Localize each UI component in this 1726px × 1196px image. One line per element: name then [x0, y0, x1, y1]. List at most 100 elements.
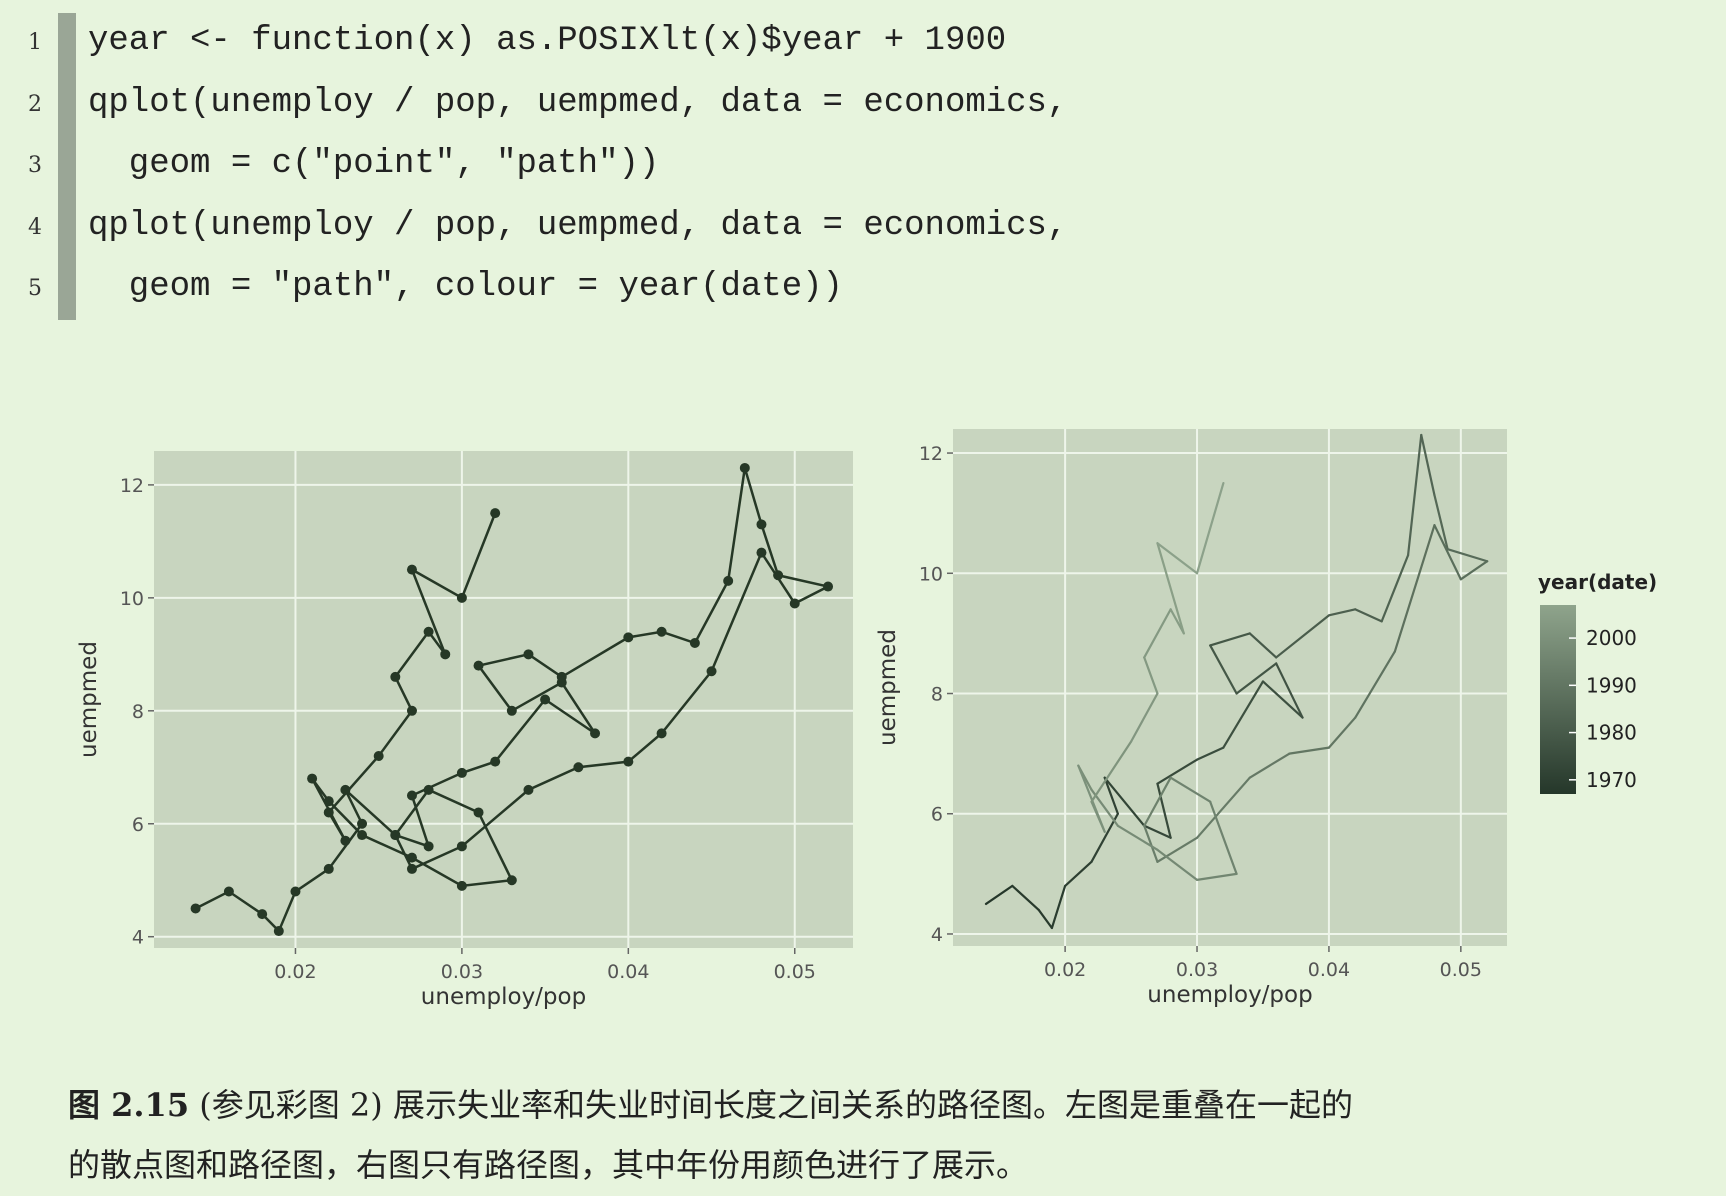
path-segment: [1156, 758, 1199, 785]
path-segment: [1116, 824, 1159, 851]
point: [307, 773, 318, 784]
x-tick-label: 0.02: [1044, 959, 1086, 981]
legend-label: 1970: [1586, 768, 1637, 792]
path-segment: [1064, 860, 1093, 887]
point: [456, 880, 467, 891]
point: [739, 462, 750, 473]
path-segment: [1275, 614, 1331, 659]
point: [456, 841, 467, 852]
code-line: qplot(unemploy / pop, uempmed, data = ec…: [88, 83, 1068, 122]
y-tick-label: 10: [919, 563, 943, 585]
line-number: 1: [28, 30, 42, 55]
point: [390, 830, 401, 841]
path-segment: [1143, 776, 1172, 827]
path-segment: [1406, 433, 1423, 557]
point: [257, 909, 268, 920]
caption-text: (参见彩图 2) 展示失业率和失业时间长度之间关系的路径图。左图是重叠在一起的: [199, 1086, 1353, 1124]
x-axis-title: unemploy/pop: [421, 984, 586, 1010]
code-line: year <- function(x) as.POSIXlt(x)$year +…: [88, 22, 1007, 60]
point: [406, 564, 417, 575]
point: [506, 875, 517, 886]
y-tick-label: 12: [919, 443, 943, 465]
x-tick-label: 0.02: [274, 961, 316, 983]
path-segment: [1090, 800, 1106, 833]
y-axis-title: uempmed: [76, 641, 102, 758]
path-segment: [1248, 752, 1291, 779]
path-segment: [1195, 776, 1251, 839]
path-segment: [1327, 608, 1357, 617]
path-segment: [1143, 824, 1172, 839]
point: [423, 841, 434, 852]
path-segment: [1420, 433, 1436, 497]
point: [556, 671, 567, 682]
path-segment: [1090, 812, 1119, 863]
point: [323, 807, 334, 818]
y-tick-label: 10: [120, 588, 144, 610]
x-tick-label: 0.04: [607, 961, 649, 983]
path-segment: [1156, 782, 1172, 839]
point: [223, 886, 234, 897]
path-segment: [1354, 608, 1383, 623]
point: [340, 784, 351, 795]
point: [723, 575, 734, 586]
path-segment: [1143, 656, 1159, 695]
point: [823, 581, 834, 592]
path-segment: [1156, 836, 1199, 863]
path-segment: [1235, 662, 1278, 695]
path-line: [195, 467, 832, 934]
path-segment: [1433, 524, 1462, 581]
path-segment: [1050, 884, 1067, 930]
point: [290, 886, 301, 897]
path-segment: [1209, 644, 1238, 695]
path-segment: [1288, 746, 1331, 755]
point: [423, 784, 434, 795]
path-segment: [1248, 632, 1278, 659]
charts: 4 6 8 10 12 0.02 0.03 0.04 0.05 unemploy/pop uempm…: [76, 429, 1657, 1010]
x-tick-label: 0.03: [441, 961, 483, 983]
point: [440, 649, 451, 660]
point: [406, 863, 417, 874]
y-tick-label: 4: [132, 927, 144, 949]
line-number: 2: [28, 91, 42, 117]
path-segment: [1143, 608, 1172, 659]
point: [756, 519, 767, 530]
x-tick-label: 0.04: [1308, 959, 1350, 981]
point: [406, 705, 417, 716]
point: [656, 626, 667, 637]
path-segment: [1090, 740, 1133, 803]
point: [340, 835, 351, 846]
legend-title: year(date): [1538, 570, 1657, 594]
caption-label: 图 2.15: [68, 1086, 190, 1124]
point: [323, 863, 334, 874]
code-line: geom = "path", colour = year(date)): [88, 268, 843, 306]
path-segment: [1169, 776, 1212, 803]
line-number: 3: [28, 153, 42, 178]
y-tick-label: 12: [120, 475, 144, 497]
path-segment: [1037, 908, 1054, 930]
point: [523, 649, 534, 660]
point: [773, 570, 784, 581]
x-tick-label: 0.05: [774, 961, 816, 983]
path-segment: [1446, 548, 1489, 563]
point: [756, 547, 767, 558]
code-line: geom = c("point", "path")): [88, 145, 660, 183]
x-tick-label: 0.03: [1176, 959, 1218, 981]
point: [473, 807, 484, 818]
y-axis-title: uempmed: [875, 629, 901, 746]
point: [789, 598, 800, 609]
point: [357, 830, 368, 841]
path-segment: [1011, 884, 1040, 912]
path-segment: [1222, 680, 1265, 749]
point: [190, 903, 201, 914]
path-segment: [1103, 776, 1146, 827]
point: [456, 592, 467, 603]
path-segment: [1156, 542, 1185, 635]
path-segment: [1433, 494, 1449, 551]
point: [706, 666, 717, 677]
point: [390, 671, 401, 682]
point: [573, 762, 584, 773]
path-segment: [1261, 680, 1304, 719]
colorbar: [1540, 605, 1576, 794]
caption-text: 的散点图和路径图，右图只有路径图，其中年份用颜色进行了展示。: [68, 1146, 1029, 1184]
